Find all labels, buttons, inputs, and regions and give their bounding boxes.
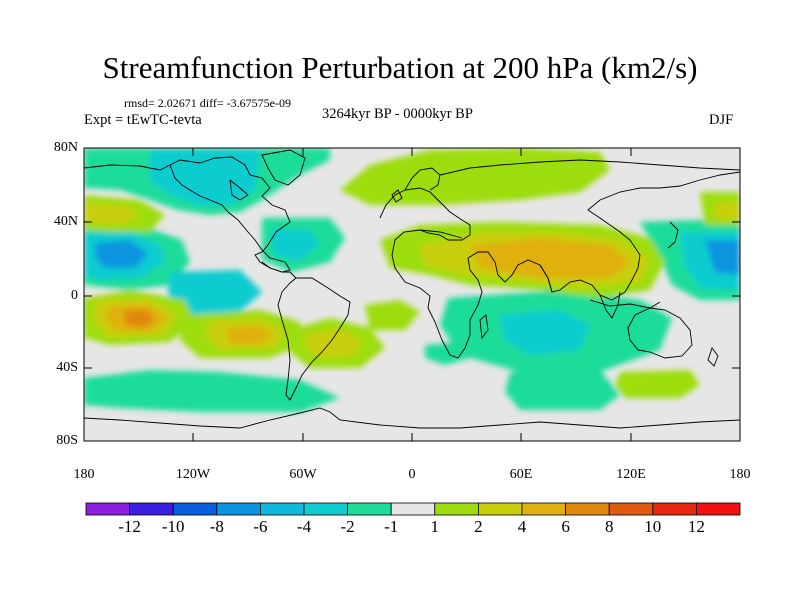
southeast-asia-coast	[599, 291, 621, 319]
lat-label-80n: 80N	[53, 140, 78, 155]
colorbar-swatch	[477, 502, 523, 516]
experiment-label: Expt = tEwTC-tevta	[84, 112, 202, 128]
colorbar-label: 8	[604, 517, 614, 536]
australia-coast	[627, 307, 693, 359]
hudson-bay-coast	[229, 178, 249, 201]
time-period-label: 3264kyr BP - 0000kyr BP	[322, 106, 473, 122]
lon-label-0: 0	[408, 467, 416, 482]
colorbar-swatch	[129, 502, 174, 516]
south-america-coast	[277, 277, 351, 401]
lat-label-40n: 40N	[53, 214, 78, 229]
colorbar-swatch	[652, 502, 697, 516]
contour-fields	[84, 148, 740, 412]
colorbar-label: 6	[561, 517, 570, 536]
colorbar-label: 1	[430, 517, 440, 536]
colorbar-swatch	[434, 502, 479, 516]
antarctica-coast	[84, 407, 740, 429]
colorbar-swatch	[216, 502, 261, 516]
british-isles-coast	[391, 189, 403, 203]
scandinavia-coast	[404, 167, 441, 191]
lon-label-60w: 60W	[289, 467, 317, 482]
colorbar-label: -1	[384, 517, 399, 536]
pos-field-south-central-pacific-center	[125, 310, 155, 328]
colorbar-label: -10	[161, 517, 185, 536]
mediterranean-coast	[419, 229, 463, 239]
colorbar	[85, 502, 741, 516]
neg-field-central-pacific	[168, 270, 262, 315]
lon-label-120w: 120W	[175, 467, 211, 482]
colorbar-label: -4	[296, 517, 312, 536]
colorbar-label: 2	[474, 517, 483, 536]
colorbar-swatch	[521, 502, 566, 516]
colorbar-label: 12	[687, 517, 705, 536]
lon-label-60e: 60E	[509, 467, 533, 482]
pos-field-southern-indian-ocean	[615, 370, 700, 398]
colorbar-label: -12	[118, 517, 141, 536]
coastlines	[84, 149, 740, 429]
pos-field-asia-band-core	[470, 238, 630, 278]
greenland-coast	[261, 149, 306, 186]
colorbar-swatch	[390, 502, 436, 516]
pos-field-south-atlantic	[365, 300, 420, 330]
season-label: DJF	[709, 112, 734, 128]
madagascar-coast	[479, 314, 489, 340]
colorbar-label: -8	[209, 517, 224, 536]
pos-field-north-pacific-small	[84, 148, 130, 168]
pos-field-south-america-inner	[305, 328, 362, 358]
colorbar-swatch	[303, 502, 348, 516]
colorbar-label: 10	[644, 517, 662, 536]
colorbar-swatch	[608, 502, 654, 516]
new-zealand-coast	[707, 347, 719, 367]
neg-field-west-pacific-core	[705, 240, 740, 275]
lat-label-80s: 80S	[56, 433, 78, 448]
colorbar-label: -6	[253, 517, 268, 536]
colorbar-swatch	[347, 502, 392, 516]
colorbar-swatch	[565, 502, 610, 516]
japan-coast	[667, 221, 679, 249]
pos-field-north-pacific-west-inner	[84, 203, 140, 225]
lon-label-180-right: 180	[729, 467, 751, 482]
europe-africa-coast	[379, 171, 740, 359]
neg-field-east-pacific-inner	[270, 230, 320, 260]
colorbar-swatch	[696, 502, 741, 516]
colorbar-swatch	[85, 502, 130, 516]
neg-field-south-pacific	[84, 370, 340, 412]
lat-label-0: 0	[71, 288, 78, 303]
alaska-coast	[84, 164, 171, 171]
colorbar-label: 4	[517, 517, 527, 536]
north-america-coast	[169, 156, 291, 273]
neg-field-southern-indian	[505, 370, 620, 410]
neg-field-north-pacific-inner	[150, 150, 260, 205]
pos-field-south-pacific-east-core	[225, 326, 272, 344]
central-america-coast	[261, 261, 297, 279]
pos-field-far-east-inner	[714, 202, 740, 220]
arctic-coast	[439, 159, 740, 176]
neg-field-hawaii-core	[95, 240, 148, 268]
rmsd-diff-stats: rmsd= 2.02671 diff= -3.67575e-09	[124, 96, 291, 110]
india-coast	[539, 264, 553, 293]
indonesia-coast	[589, 299, 661, 309]
colorbar-swatch	[259, 502, 305, 516]
lat-label-40s: 40S	[56, 360, 78, 375]
lon-label-120e: 120E	[616, 467, 646, 482]
neg-field-atlantic-small	[425, 342, 470, 365]
plot-title: Streamfunction Perturbation at 200 hPa (…	[102, 50, 698, 85]
neg-field-indian-ocean-inner	[500, 310, 590, 355]
axis-ticks	[83, 147, 741, 442]
lon-label-180-left: 180	[73, 467, 95, 482]
colorbar-swatch	[172, 502, 218, 516]
colorbar-label: -2	[340, 517, 355, 536]
